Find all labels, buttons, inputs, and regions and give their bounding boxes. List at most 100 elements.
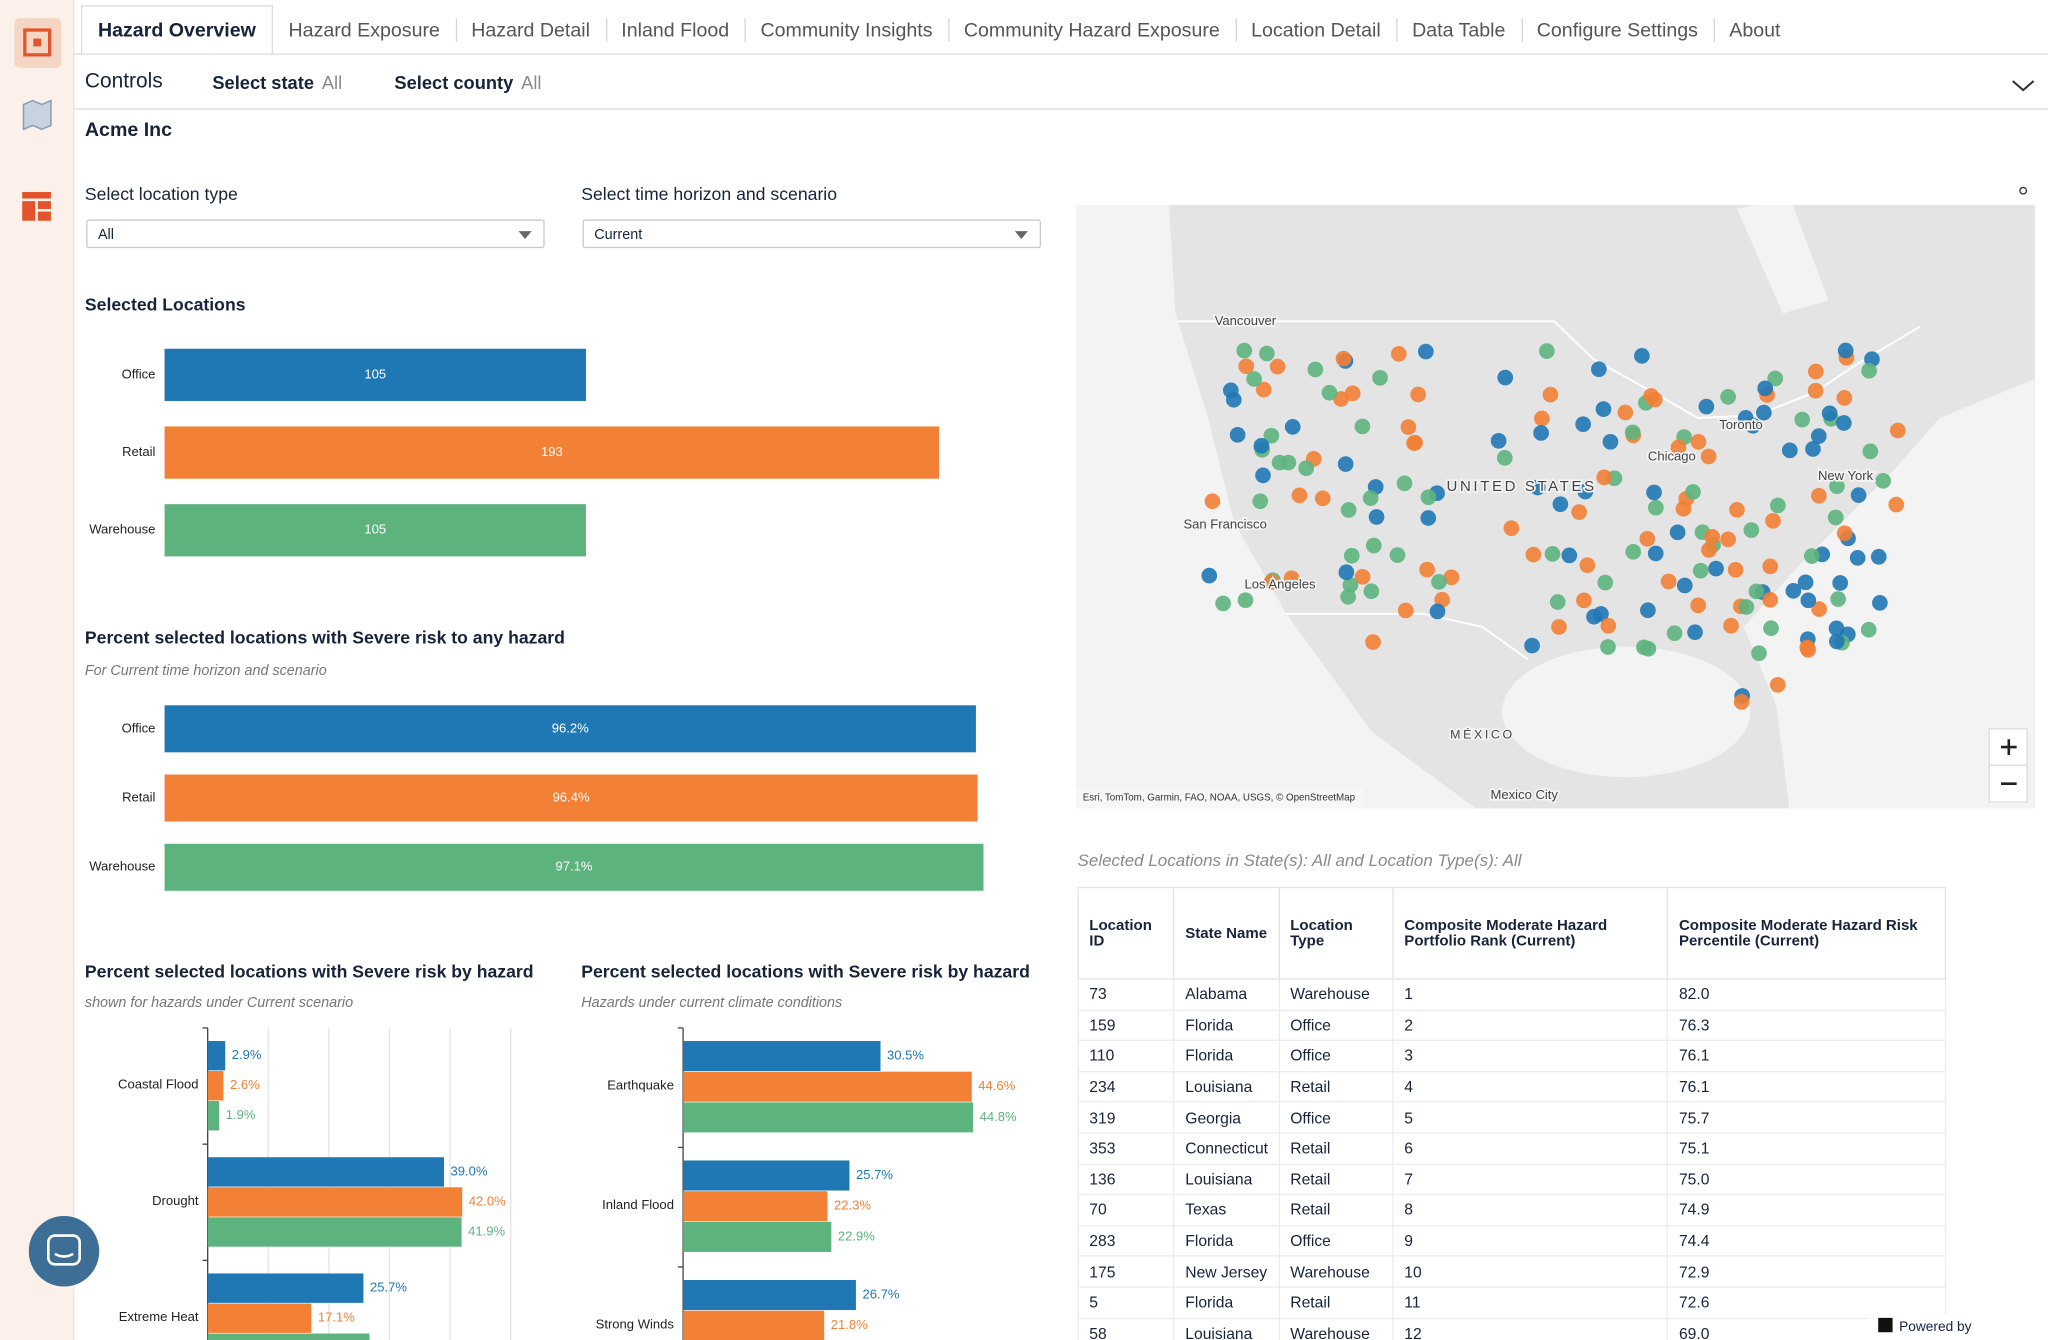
map-marker	[1743, 522, 1760, 538]
value-label: 44.6%	[978, 1078, 1015, 1093]
table-cell: Retail	[1278, 1070, 1394, 1103]
table-row: 110 Florida Office 3 76.1	[1077, 1039, 1947, 1073]
map-marker	[1690, 434, 1707, 450]
table-cell: Office	[1278, 1039, 1394, 1073]
tab[interactable]: Hazard Exposure	[288, 18, 440, 42]
table-cell: 1	[1392, 978, 1669, 1011]
map-marker	[1738, 599, 1755, 615]
tab[interactable]: Location Detail	[1235, 5, 1396, 55]
table-header[interactable]: Composite Moderate Hazard Risk Percentil…	[1667, 886, 1947, 980]
controls-title[interactable]: Controls	[84, 69, 163, 93]
dropdown[interactable]: All	[86, 219, 545, 249]
bar	[683, 1279, 856, 1311]
filter[interactable]: Select county All	[394, 71, 541, 92]
map[interactable]: Vancouver San Francisco Los Angeles Chicago…	[1076, 196, 2035, 809]
map-icon[interactable]	[22, 99, 52, 131]
map-marker	[1307, 361, 1324, 378]
map-marker	[1271, 454, 1288, 471]
table-cell: Warehouse	[1278, 1317, 1394, 1340]
chat-circle[interactable]	[28, 1215, 100, 1287]
table-cell: 319	[1077, 1101, 1175, 1134]
table-header[interactable]: State Name	[1173, 886, 1280, 980]
table-row: 159 Florida Office 2 76.3	[1077, 1009, 1947, 1042]
map-label: Los Angeles	[1244, 577, 1316, 592]
map-water	[1737, 205, 1829, 314]
category-label: Retail	[122, 789, 155, 804]
table-cell: Florida	[1173, 1286, 1280, 1319]
home-icon-dot	[33, 38, 42, 47]
map-marker	[1201, 567, 1218, 584]
bar	[164, 348, 586, 401]
map-water	[1076, 205, 1476, 809]
table-cell: 9	[1392, 1224, 1669, 1257]
map-marker	[1836, 415, 1852, 431]
zoom-out[interactable]	[1988, 764, 2028, 803]
tab[interactable]: Hazard Overview	[80, 5, 273, 55]
table-cell: 175	[1077, 1255, 1175, 1288]
table-cell: Florida	[1173, 1039, 1280, 1073]
table-row: 73 Alabama Warehouse 1 82.0	[1077, 978, 1947, 1011]
tab[interactable]: Hazard Detail	[455, 5, 606, 55]
map-marker	[1490, 432, 1507, 449]
table-header[interactable]: Location Type	[1278, 886, 1394, 980]
map-marker	[1525, 546, 1542, 563]
tab-divider	[73, 53, 2048, 55]
table-cell: 11	[1392, 1286, 1669, 1319]
map-marker	[1551, 619, 1567, 635]
tab[interactable]: Community Insights	[744, 5, 948, 55]
tab[interactable]: Configure Settings	[1521, 5, 1714, 55]
table-header[interactable]: Composite Moderate Hazard Portfolio Rank…	[1392, 886, 1669, 980]
map-marker	[1253, 438, 1270, 454]
bar	[207, 1101, 220, 1131]
category-label: Strong Winds	[596, 1317, 675, 1332]
tab[interactable]: Inland Flood	[605, 5, 745, 55]
tab[interactable]: Data Table	[1396, 5, 1521, 55]
bar	[164, 504, 586, 557]
home-icon[interactable]	[23, 28, 52, 57]
tab[interactable]: Community Hazard Exposure	[948, 5, 1235, 55]
map-label: Vancouver	[1215, 313, 1277, 328]
map-marker	[1263, 427, 1280, 444]
category-label: Inland Flood	[602, 1197, 674, 1212]
table-cell: 74.4	[1667, 1224, 1947, 1257]
bar	[683, 1040, 881, 1072]
collapse-chevron[interactable]	[2012, 80, 2035, 92]
table-header[interactable]: Location ID	[1077, 886, 1175, 980]
map-marker	[1888, 496, 1905, 513]
category-label: Office	[122, 366, 156, 381]
table-cell: 3	[1392, 1039, 1669, 1073]
table-cell: 75.7	[1667, 1101, 1947, 1134]
map-marker	[1829, 633, 1845, 650]
map-marker	[1799, 639, 1816, 656]
map-marker	[1354, 418, 1371, 435]
map-marker	[1291, 487, 1308, 504]
value-label: 105	[364, 366, 386, 381]
map-marker	[1533, 425, 1549, 441]
map-marker	[1690, 597, 1707, 614]
table-cell: Florida	[1173, 1224, 1280, 1257]
bar	[164, 705, 976, 753]
value-label: 22.3%	[834, 1198, 871, 1213]
sidebar-icons	[14, 18, 62, 221]
map-label: Chicago	[1648, 449, 1696, 464]
map-marker	[1648, 499, 1664, 516]
dash-icon[interactable]	[22, 191, 51, 199]
map-marker	[1344, 385, 1361, 402]
table-cell: 12	[1392, 1317, 1669, 1340]
table-cell: Florida	[1173, 1009, 1280, 1042]
value-label: 2.9%	[232, 1047, 262, 1062]
table-row: 283 Florida Office 9 74.4	[1077, 1224, 1947, 1257]
filter[interactable]: Select state All	[212, 71, 342, 92]
table-cell: 234	[1077, 1070, 1175, 1103]
map-marker	[1600, 617, 1617, 634]
map-marker	[1625, 543, 1642, 560]
value-label: 17.1%	[318, 1310, 355, 1325]
tab[interactable]: About	[1713, 5, 1797, 55]
map-marker	[1669, 524, 1686, 541]
chat-button[interactable]	[28, 1215, 102, 1289]
map-pin[interactable]	[2019, 186, 2028, 195]
map-marker	[1748, 583, 1765, 600]
dropdown[interactable]: Current	[582, 219, 1041, 249]
table-cell: Georgia	[1173, 1101, 1280, 1134]
